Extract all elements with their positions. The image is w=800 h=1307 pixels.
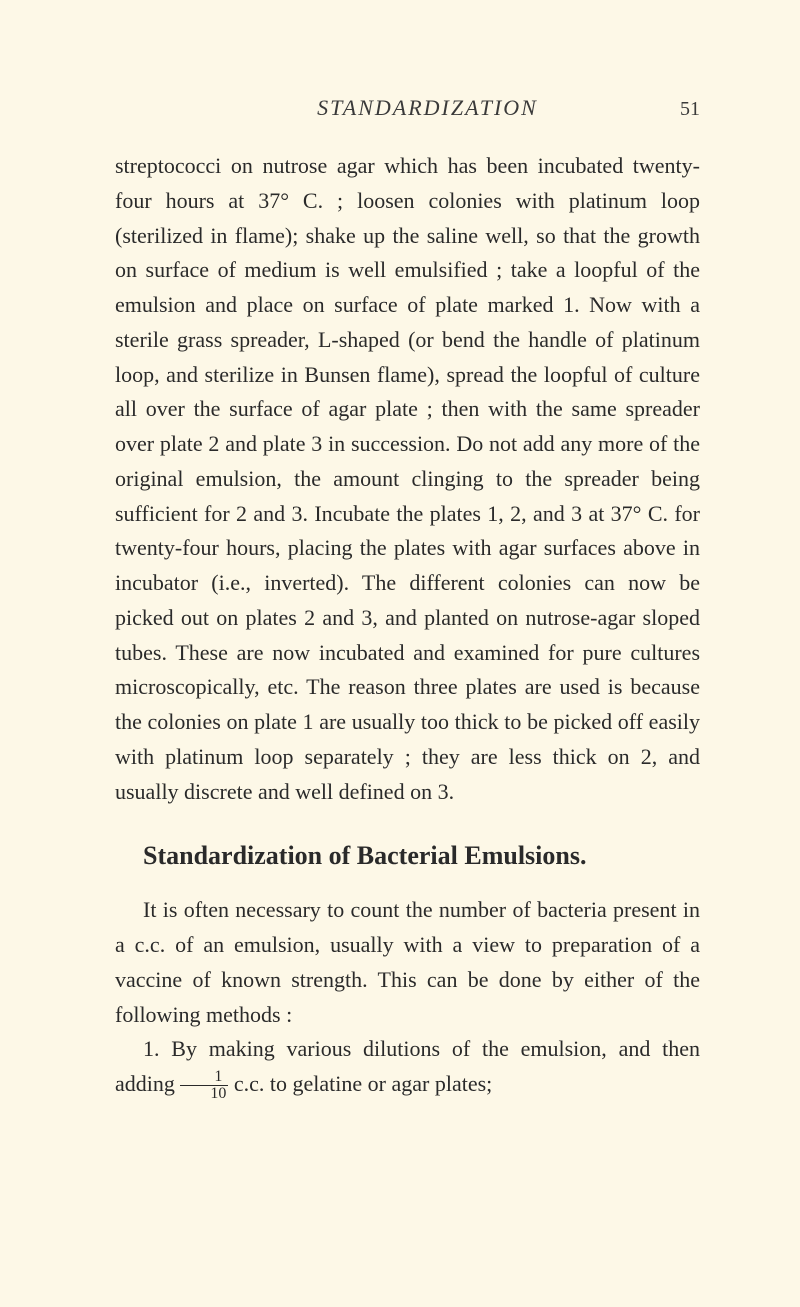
paragraph-3-text-2: c.c. to gelatine or agar plates;: [228, 1071, 492, 1096]
body-paragraph-3: 1. By making various dilutions of the em…: [115, 1032, 700, 1102]
body-paragraph-1: streptococci on nutrose agar which has b…: [115, 149, 700, 809]
section-heading: Standardization of Bacterial Emulsions.: [115, 841, 700, 871]
body-paragraph-2: It is often necessary to count the numbe…: [115, 893, 700, 1032]
page-number: 51: [680, 98, 700, 121]
fraction-denominator: 10: [180, 1086, 228, 1102]
page-header: STANDARDIZATION 51: [115, 95, 700, 121]
running-title: STANDARDIZATION: [175, 95, 680, 121]
fraction-numerator: 1: [180, 1069, 228, 1086]
fraction-one-tenth: 110: [180, 1069, 228, 1102]
